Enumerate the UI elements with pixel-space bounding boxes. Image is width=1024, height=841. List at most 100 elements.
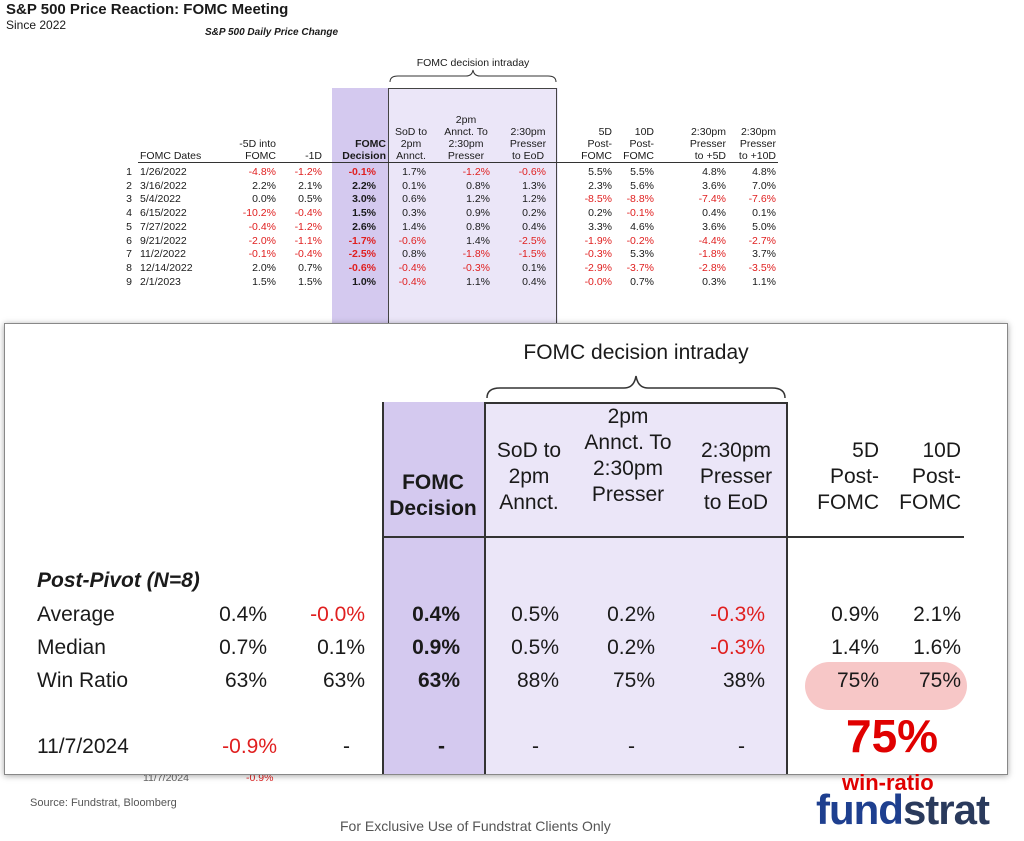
stat-value: 75% bbox=[612, 669, 655, 692]
panel-intraday-shade bbox=[484, 402, 788, 774]
page-subtitle: Since 2022 bbox=[6, 18, 67, 32]
table-cell: -2.5% bbox=[518, 234, 546, 247]
hdr-m1d: -1D bbox=[305, 150, 322, 162]
hdr-presser-eod: 2:30pm Presser to EoD bbox=[509, 126, 547, 162]
stat-value: 75% bbox=[836, 669, 879, 692]
table-cell: 7.0% bbox=[752, 179, 776, 192]
panel-intraday-border bbox=[484, 402, 788, 774]
hdr-10d: 10D Post- FOMC bbox=[623, 126, 654, 162]
fomc-date-cell: 1/26/2022 bbox=[140, 166, 187, 178]
table-cell: 5.5% bbox=[588, 166, 612, 178]
table-cell: 5.0% bbox=[752, 220, 776, 233]
table-cell: 2.0% bbox=[252, 261, 276, 274]
table-cell: -0.6% bbox=[398, 234, 426, 247]
table-cell: -7.4% bbox=[698, 193, 726, 206]
peek-row-date: 11/7/2024 bbox=[143, 772, 189, 784]
zoom-panel: FOMC decision intraday FOMC Decision SoD … bbox=[4, 323, 1008, 775]
table-cell: 1.3% bbox=[522, 179, 546, 192]
stat-value: 0.7% bbox=[219, 636, 267, 659]
last-row-value: - bbox=[738, 735, 745, 758]
decision-column-shade bbox=[332, 88, 388, 328]
table-cell: -2.7% bbox=[748, 234, 776, 247]
stat-value: 63% bbox=[322, 669, 365, 692]
table-cell: 9 bbox=[126, 275, 132, 288]
table-cell: 3.6% bbox=[702, 179, 726, 192]
table-cell: 2.2% bbox=[352, 179, 376, 192]
stat-row-label: Median bbox=[37, 636, 106, 659]
hdr-anncto: 2pm Annct. To 2:30pm Presser bbox=[444, 114, 488, 162]
panel-section-label: Post-Pivot (N=8) bbox=[37, 569, 200, 592]
table-cell: 0.8% bbox=[466, 179, 490, 192]
stat-row-label: Average bbox=[37, 603, 115, 626]
table-cell: 0.3% bbox=[402, 207, 426, 220]
table-cell: -3.7% bbox=[626, 261, 654, 274]
intraday-columns-shade bbox=[388, 88, 558, 328]
panel-last-row-label: 11/7/2024 bbox=[37, 735, 129, 758]
table-cell: -1.5% bbox=[518, 248, 546, 261]
table-cell: -1.2% bbox=[294, 220, 322, 233]
stat-value: 0.2% bbox=[607, 636, 655, 659]
table-cell: 0.3% bbox=[702, 275, 726, 288]
table-cell: -3.5% bbox=[748, 261, 776, 274]
table-cell: 1.1% bbox=[466, 275, 490, 288]
callout-big-value: 75% bbox=[846, 710, 939, 762]
panel-hdr-10d: 10D Post- FOMC bbox=[899, 439, 961, 514]
panel-decision-border bbox=[382, 402, 384, 774]
table-cell: -8.8% bbox=[626, 193, 654, 206]
stat-value: -0.3% bbox=[710, 636, 765, 659]
table-cell: 2 bbox=[126, 179, 132, 192]
table-cell: 5 bbox=[126, 220, 132, 233]
table-cell: -1.8% bbox=[462, 248, 490, 261]
last-row-value: - bbox=[343, 735, 350, 758]
panel-header-rule bbox=[382, 536, 964, 538]
bg-intraday-label: FOMC decision intraday bbox=[416, 57, 530, 69]
stat-value: 0.4% bbox=[219, 603, 267, 626]
table-cell: 1.2% bbox=[466, 193, 490, 206]
table-cell: 2.6% bbox=[352, 220, 376, 233]
table-cell: 8 bbox=[126, 261, 132, 274]
table-cell: 3.0% bbox=[352, 193, 376, 206]
table-cell: -1.8% bbox=[698, 248, 726, 261]
table-cell: 0.4% bbox=[522, 275, 546, 288]
table-cell: 1.2% bbox=[522, 193, 546, 206]
panel-hdr-decision: FOMC Decision bbox=[389, 471, 477, 520]
table-cell: -0.2% bbox=[626, 234, 654, 247]
table-cell: -8.5% bbox=[584, 193, 612, 206]
table-cell: -0.3% bbox=[584, 248, 612, 261]
table-cell: 0.4% bbox=[702, 207, 726, 220]
stat-value: 0.2% bbox=[607, 603, 655, 626]
table-cell: 4.6% bbox=[630, 220, 654, 233]
stat-value: 1.4% bbox=[831, 636, 879, 659]
hdr-dates: FOMC Dates bbox=[140, 150, 202, 162]
fomc-date-cell: 2/1/2023 bbox=[140, 275, 181, 288]
table-cell: -2.0% bbox=[248, 234, 276, 247]
table-cell: 0.7% bbox=[298, 261, 322, 274]
stat-value: -0.0% bbox=[310, 603, 365, 626]
table-cell: 0.6% bbox=[402, 193, 426, 206]
table-cell: -7.6% bbox=[748, 193, 776, 206]
table-cell: -0.1% bbox=[348, 166, 376, 178]
table-cell: -0.1% bbox=[626, 207, 654, 220]
panel-hdr-sod: SoD to 2pm Annct. bbox=[496, 439, 562, 514]
fomc-date-cell: 12/14/2022 bbox=[140, 261, 193, 274]
stat-value: 1.6% bbox=[913, 636, 961, 659]
table-cell: 3.7% bbox=[752, 248, 776, 261]
table-cell: -0.6% bbox=[348, 261, 376, 274]
table-cell: -2.8% bbox=[698, 261, 726, 274]
table-cell: 0.9% bbox=[466, 207, 490, 220]
peek-row-value: -0.9% bbox=[246, 772, 274, 784]
last-row-value: - bbox=[628, 735, 635, 758]
table-cell: 3.3% bbox=[588, 220, 612, 233]
table-cell: -0.4% bbox=[398, 261, 426, 274]
table-cell: -0.3% bbox=[462, 261, 490, 274]
table-cell: 0.8% bbox=[402, 248, 426, 261]
table-cell: 5.5% bbox=[630, 166, 654, 178]
stat-value: 88% bbox=[516, 669, 559, 692]
hdr-x10: 2:30pm Presser to +10D bbox=[738, 126, 776, 162]
table-cell: -4.4% bbox=[698, 234, 726, 247]
last-row-value: -0.9% bbox=[222, 735, 277, 758]
footer-disclaimer: For Exclusive Use of Fundstrat Clients O… bbox=[340, 818, 611, 834]
table-cell: -1.7% bbox=[348, 234, 376, 247]
table-cell: 5.6% bbox=[630, 179, 654, 192]
table-cell: 1.4% bbox=[402, 220, 426, 233]
